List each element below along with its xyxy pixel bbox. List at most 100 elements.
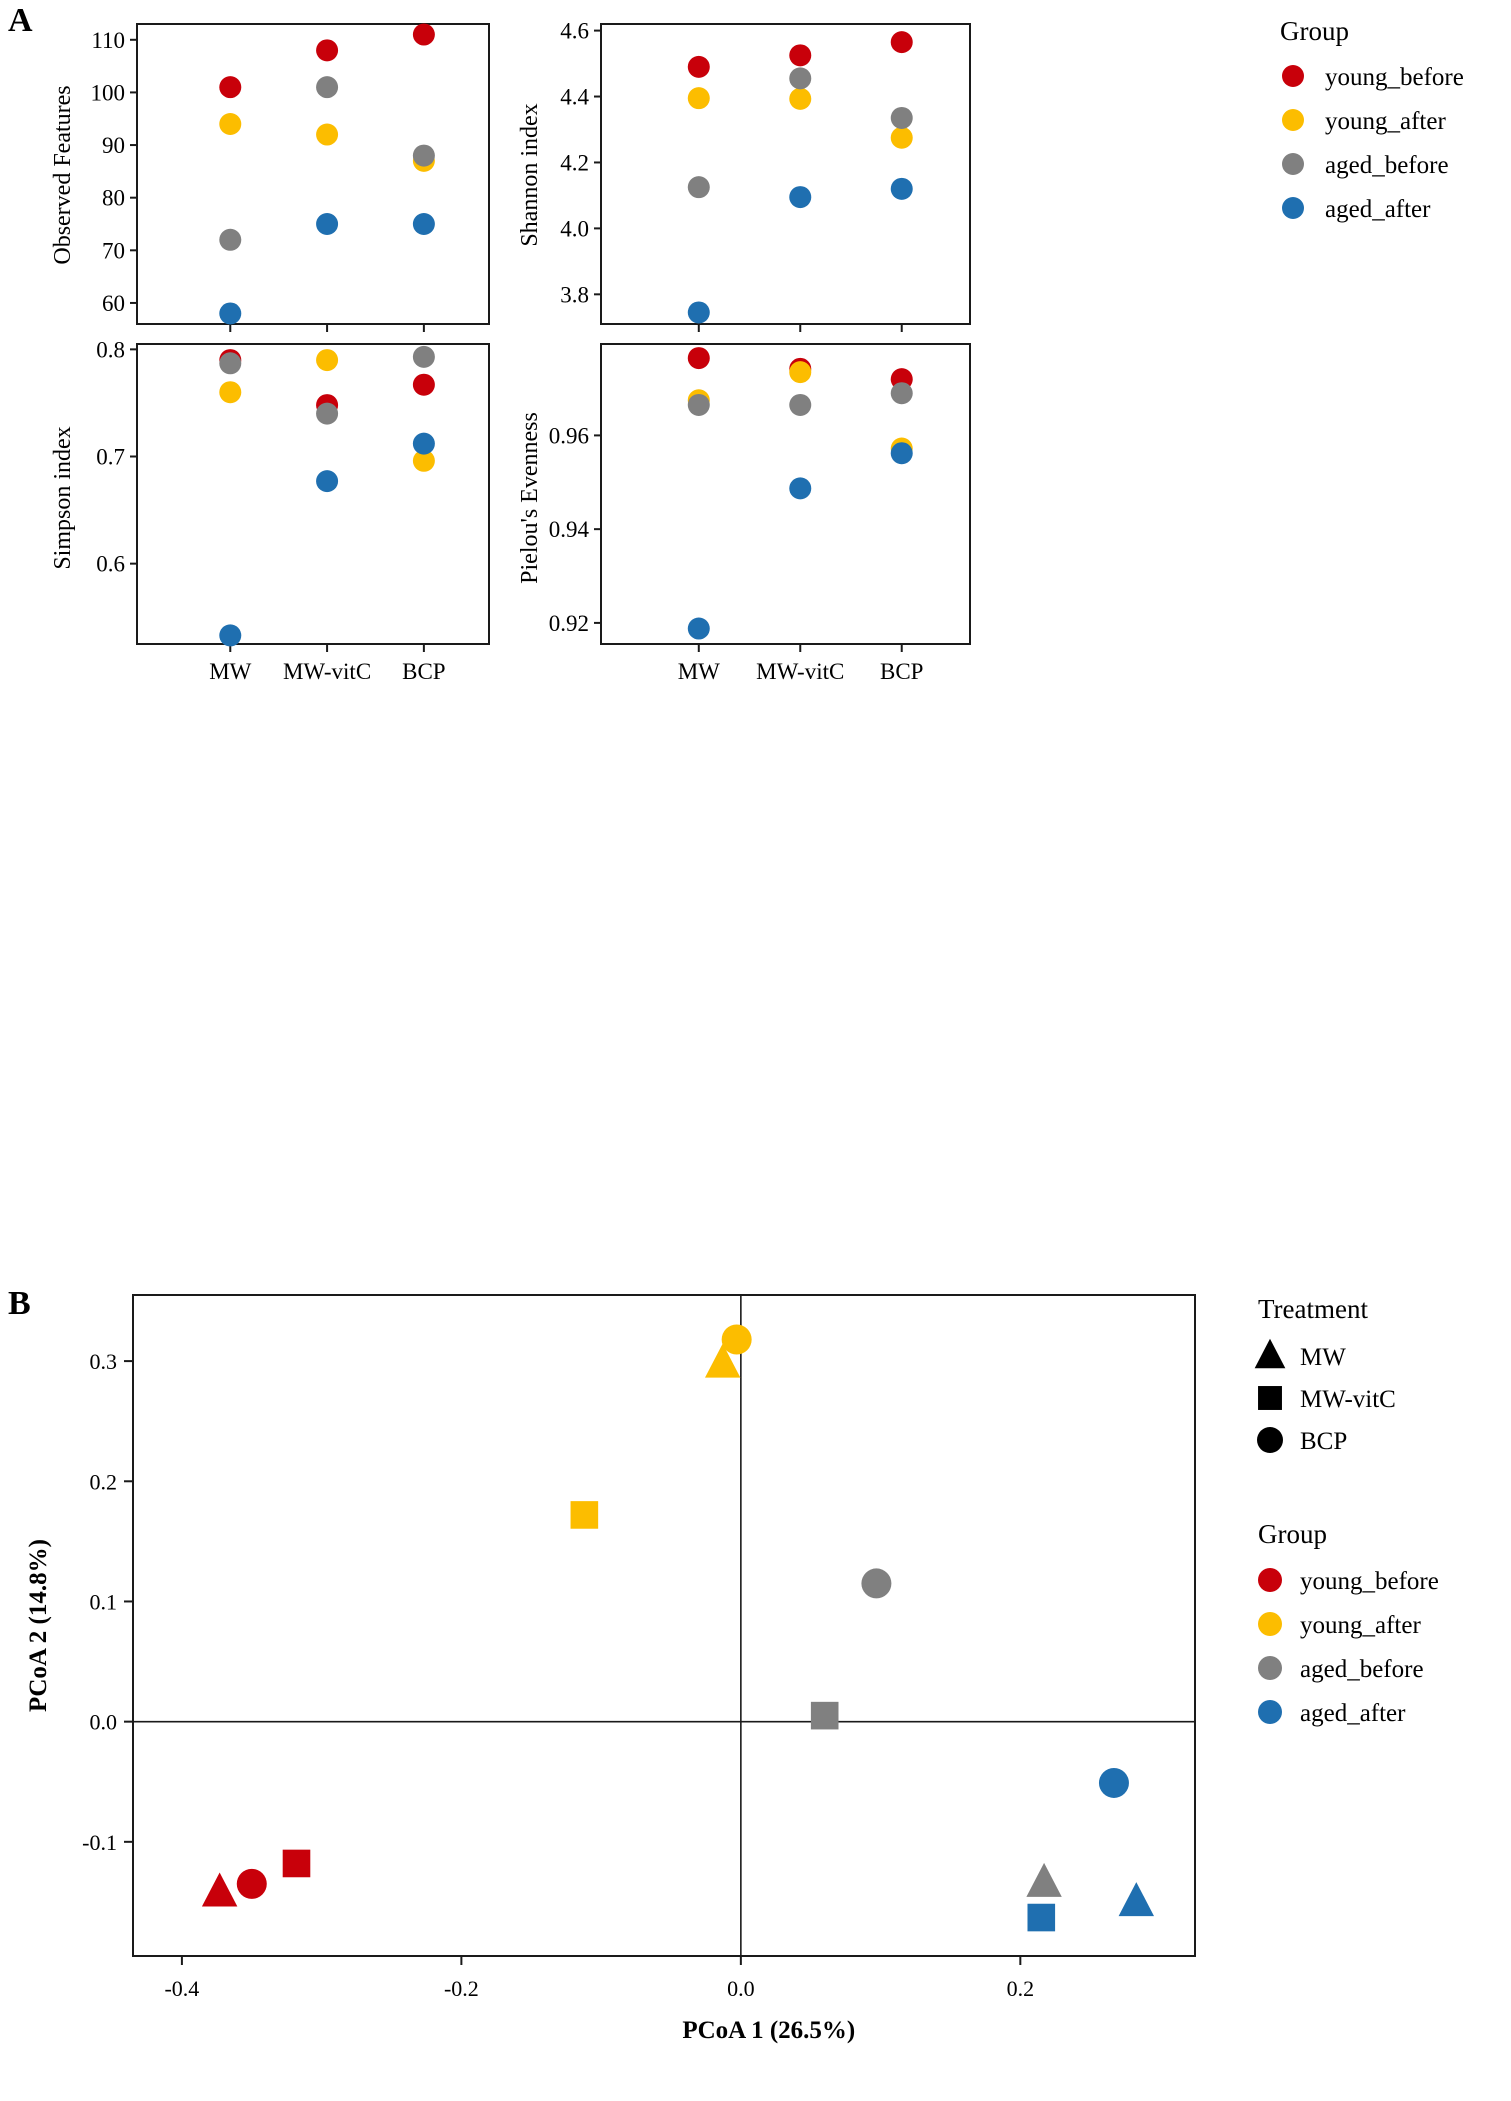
legend-b-group-swatch-young_before bbox=[1258, 1568, 1282, 1592]
data-point-shannon_index-young_after bbox=[789, 87, 812, 110]
data-point-observed_features-young_before bbox=[316, 39, 339, 62]
y-axis-title-shannon_index: Shannon index bbox=[517, 103, 543, 246]
y-tick-label: 0.8 bbox=[96, 337, 125, 362]
y-axis-title-observed_features: Observed Features bbox=[50, 85, 76, 264]
data-point-pielou_evenness-aged_after bbox=[789, 477, 812, 500]
data-point-shannon_index-young_after bbox=[687, 87, 710, 110]
legend-b-treatment-label-MW: MW bbox=[1300, 1344, 1346, 1371]
subplot-pielou_evenness: 0.92 0.94 0.96 MW MW-vitC BCP Pielou's Evennes… bbox=[517, 343, 971, 684]
data-point-shannon_index-aged_before bbox=[890, 106, 913, 129]
pcoa-y-tick-label: 0.0 bbox=[90, 1710, 118, 1735]
y-tick-label: 90 bbox=[102, 133, 125, 158]
panel-b-letter: B bbox=[8, 1285, 31, 1322]
data-point-pielou_evenness-aged_after bbox=[687, 617, 710, 640]
legend-b-treatment-label-MW-vitC: MW-vitC bbox=[1300, 1386, 1396, 1413]
pcoa-point-young_before-MW bbox=[201, 1872, 238, 1907]
data-point-shannon_index-young_after bbox=[890, 126, 913, 149]
data-point-shannon_index-aged_before bbox=[687, 176, 710, 199]
data-point-simpson_index-aged_after bbox=[219, 624, 242, 647]
legend-group-b: Treatment MW MW-vitC BCP Group young_beforeyo… bbox=[1254, 1294, 1439, 1727]
y-tick-label: 0.6 bbox=[96, 552, 125, 577]
data-point-simpson_index-young_after bbox=[219, 381, 242, 404]
data-point-observed_features-aged_before bbox=[316, 76, 339, 99]
data-point-shannon_index-aged_after bbox=[687, 301, 710, 324]
legend-a-swatch-aged_after bbox=[1282, 197, 1304, 219]
pcoa-x-tick-label: 0.0 bbox=[727, 1976, 755, 2001]
y-tick-label: 100 bbox=[91, 80, 126, 105]
y-axis-title-pielou_evenness: Pielou's Evenness bbox=[517, 412, 543, 584]
subplot-simpson_index: 0.6 0.7 0.8 MW MW-vitC BCP Simpson index bbox=[50, 337, 490, 684]
data-point-observed_features-young_before bbox=[412, 23, 435, 46]
y-tick-label: 0.7 bbox=[96, 445, 125, 470]
legend-b-treatment-swatch-MW-vitC bbox=[1258, 1386, 1282, 1410]
y-axis-title-simpson_index: Simpson index bbox=[50, 426, 76, 569]
pcoa-point-young_after-MW bbox=[704, 1343, 741, 1378]
legend-b-treatment-label-BCP: BCP bbox=[1300, 1428, 1347, 1455]
legend-a-label-aged_after: aged_after bbox=[1325, 196, 1431, 223]
legend-b-group-label-aged_after: aged_after bbox=[1300, 1700, 1406, 1727]
pcoa-point-aged_before-BCP bbox=[861, 1568, 892, 1599]
pcoa-point-aged_after-MW bbox=[1118, 1882, 1155, 1917]
legend-b-treatment-swatch-BCP bbox=[1257, 1427, 1283, 1453]
data-point-shannon_index-young_before bbox=[789, 44, 812, 67]
data-point-observed_features-aged_after bbox=[219, 302, 242, 325]
data-point-pielou_evenness-young_after bbox=[789, 361, 812, 384]
legend-b-group-swatch-aged_before bbox=[1258, 1656, 1282, 1680]
y-tick-label: 60 bbox=[102, 291, 125, 316]
legend-a-label-young_before: young_before bbox=[1325, 64, 1464, 91]
pcoa-x-tick-label: -0.4 bbox=[164, 1976, 199, 2001]
legend-group-a: Group young_before young_after aged_beforea… bbox=[1280, 16, 1464, 223]
pcoa-y-tick-label: -0.1 bbox=[82, 1830, 117, 1855]
pcoa-y-tick-label: 0.3 bbox=[90, 1349, 118, 1374]
y-tick-label: 0.94 bbox=[549, 517, 590, 542]
y-tick-label: 4.6 bbox=[560, 19, 589, 44]
data-point-pielou_evenness-aged_before bbox=[687, 393, 710, 416]
legend-a-swatch-young_after bbox=[1282, 109, 1304, 131]
y-tick-label: 4.4 bbox=[560, 85, 589, 110]
y-tick-label: 0.92 bbox=[549, 611, 589, 636]
x-tick-label-MW-vitC: MW-vitC bbox=[756, 659, 844, 684]
panel-a-letter: A bbox=[8, 2, 33, 39]
pcoa-point-young_before-MW-vitC bbox=[282, 1849, 311, 1878]
pcoa-point-aged_after-MW-vitC bbox=[1027, 1903, 1056, 1932]
legend-a-swatch-young_before bbox=[1282, 65, 1304, 87]
y-tick-label: 4.2 bbox=[560, 150, 589, 175]
pcoa-x-tick-label: -0.2 bbox=[444, 1976, 479, 2001]
data-point-shannon_index-young_before bbox=[890, 31, 913, 54]
legend-b-group-swatch-young_after bbox=[1258, 1612, 1282, 1636]
data-point-pielou_evenness-young_before bbox=[687, 347, 710, 370]
pcoa-y-tick-label: 0.2 bbox=[90, 1469, 118, 1494]
data-point-observed_features-young_before bbox=[219, 76, 242, 99]
pcoa-point-aged_before-MW-vitC bbox=[810, 1701, 839, 1730]
panel-a: 60 70 80 90 100 110 Observed Features 3.8 4.0 4.2… bbox=[0, 0, 1511, 700]
y-tick-label: 0.96 bbox=[549, 423, 589, 448]
y-tick-label: 70 bbox=[102, 238, 125, 263]
data-point-pielou_evenness-aged_after bbox=[890, 442, 913, 465]
y-tick-label: 3.8 bbox=[560, 282, 589, 307]
legend-a-label-aged_before: aged_before bbox=[1325, 152, 1449, 179]
pcoa-point-young_after-MW-vitC bbox=[570, 1501, 599, 1529]
pcoa-point-young_after-BCP bbox=[721, 1324, 752, 1355]
x-tick-label-MW-vitC: MW-vitC bbox=[283, 659, 371, 684]
pcoa-y-axis-title: PCoA 2 (14.8%) bbox=[25, 1539, 52, 1712]
data-point-shannon_index-aged_before bbox=[789, 67, 812, 90]
legend-b-group-label-young_after: young_after bbox=[1300, 1612, 1421, 1639]
data-point-observed_features-aged_after bbox=[412, 213, 435, 235]
panel-b: -0.4 -0.2 0.0 0.2 -0.1 0.0 0.1 0.2 0.3 PCoA 1 (26… bbox=[0, 1260, 1511, 2101]
data-point-observed_features-young_after bbox=[316, 123, 339, 146]
x-tick-label-BCP: BCP bbox=[402, 659, 445, 684]
pcoa-x-axis-title: PCoA 1 (26.5%) bbox=[682, 2017, 855, 2044]
data-point-observed_features-aged_before bbox=[219, 228, 242, 251]
data-point-simpson_index-aged_before bbox=[412, 345, 435, 368]
legend-b-treatment-swatch-MW bbox=[1254, 1338, 1286, 1369]
legend-b-group-swatch-aged_after bbox=[1258, 1700, 1282, 1724]
data-point-observed_features-aged_before bbox=[412, 144, 435, 167]
pcoa-point-aged_before-MW bbox=[1026, 1862, 1062, 1897]
subplot-shannon_index: 3.8 4.0 4.2 4.4 4.6 Shannon index bbox=[517, 19, 971, 332]
x-tick-label-MW: MW bbox=[678, 659, 720, 684]
panel-a-svg: 60 70 80 90 100 110 Observed Features 3.8 4.0 4.2… bbox=[50, 16, 1464, 684]
pcoa-point-young_before-BCP bbox=[236, 1868, 267, 1899]
legend-a-swatch-aged_before bbox=[1282, 153, 1304, 175]
data-point-pielou_evenness-aged_before bbox=[789, 393, 812, 416]
legend-b-group-label-aged_before: aged_before bbox=[1300, 1656, 1424, 1683]
